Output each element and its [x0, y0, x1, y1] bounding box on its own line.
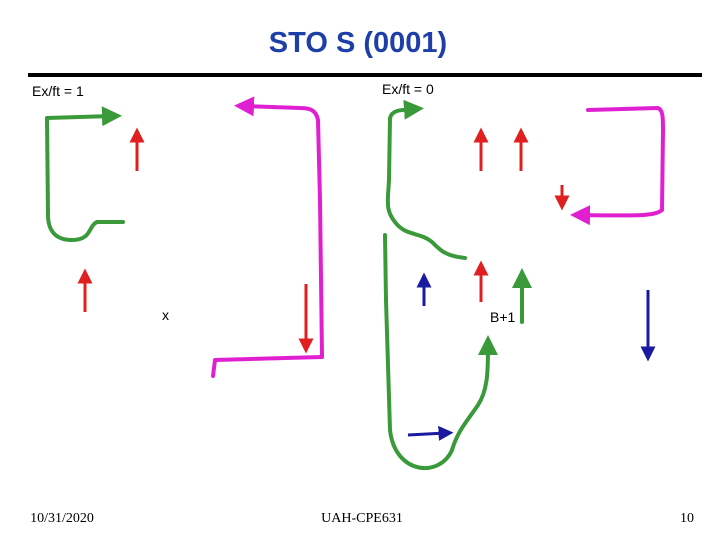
footer-date: 10/31/2020: [30, 511, 94, 526]
drawing: [45, 96, 665, 470]
label: B+1: [490, 309, 516, 325]
title: STO S (0001): [269, 27, 447, 59]
label: x: [162, 307, 169, 323]
label: Ex/ft = 1: [32, 83, 84, 99]
footer-center: UAH-CPE631: [321, 511, 403, 526]
page-number: 10: [680, 511, 694, 526]
label: Ex/ft = 0: [382, 81, 434, 97]
